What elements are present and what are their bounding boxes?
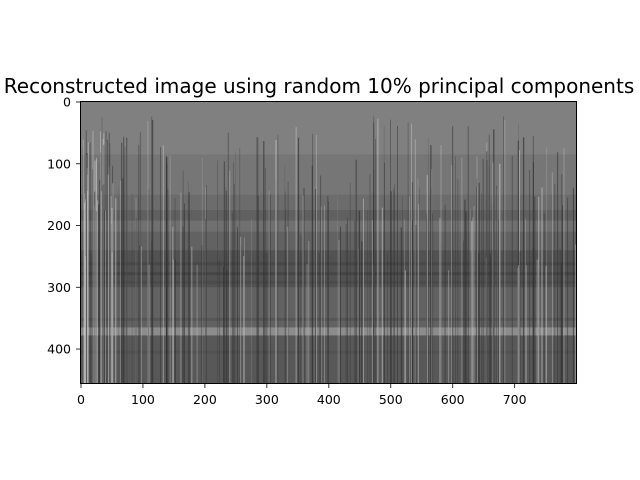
x-tick-label: 200 xyxy=(193,392,217,407)
x-tick-label: 300 xyxy=(255,392,279,407)
x-tick-label: 100 xyxy=(131,392,155,407)
x-tick-label: 500 xyxy=(379,392,403,407)
x-tick-label: 400 xyxy=(317,392,341,407)
x-tick-label: 600 xyxy=(441,392,465,407)
image-vertical-streak-texture xyxy=(82,116,577,383)
reconstructed-image xyxy=(81,102,577,384)
x-tick-label: 0 xyxy=(77,392,85,407)
x-axis: 0 100 200 300 400 500 600 700 xyxy=(77,384,527,407)
y-axis: 0 100 200 300 400 xyxy=(47,95,80,357)
y-tick-label: 0 xyxy=(63,95,71,110)
y-tick-label: 300 xyxy=(47,280,71,295)
y-tick-label: 400 xyxy=(47,342,71,357)
image-row-band-0 xyxy=(81,102,576,155)
y-tick-label: 100 xyxy=(47,156,71,171)
image-row-band-1 xyxy=(81,154,576,196)
chart-title: Reconstructed image using random 10% pri… xyxy=(4,74,634,98)
axes-frame xyxy=(80,101,577,384)
x-tick-label: 700 xyxy=(503,392,527,407)
y-tick-label: 200 xyxy=(47,218,71,233)
